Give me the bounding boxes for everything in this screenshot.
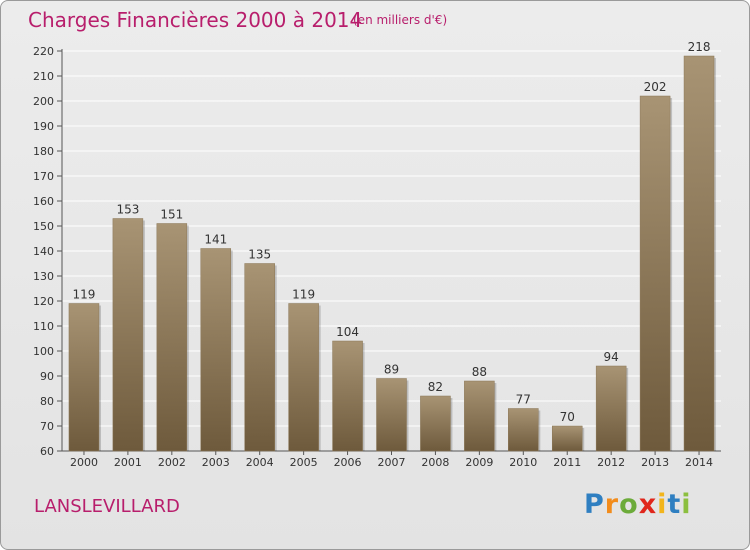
bar-2011 bbox=[551, 425, 583, 452]
commune-name: LANSLEVILLARD bbox=[34, 496, 180, 517]
y-tick-label: 110 bbox=[33, 320, 54, 333]
bar-2000 bbox=[68, 303, 100, 452]
chart-subtitle: (en milliers d'€) bbox=[353, 13, 448, 27]
x-tick-label: 2009 bbox=[465, 456, 493, 469]
proxiti-logo[interactable]: Proxiti bbox=[584, 489, 692, 520]
y-tick-label: 200 bbox=[33, 95, 54, 108]
bars bbox=[68, 55, 717, 452]
data-label: 104 bbox=[336, 325, 359, 339]
x-tick-label: 2003 bbox=[202, 456, 230, 469]
bar-2009 bbox=[464, 380, 495, 452]
x-tick-label: 2012 bbox=[597, 456, 625, 469]
data-label: 70 bbox=[560, 410, 575, 424]
bar-2013 bbox=[639, 95, 671, 452]
y-tick-label: 160 bbox=[33, 195, 54, 208]
data-label: 94 bbox=[604, 350, 619, 364]
bar-2008 bbox=[420, 395, 451, 452]
x-tick-label: 2007 bbox=[378, 456, 406, 469]
y-tick-label: 60 bbox=[40, 445, 54, 458]
y-tick-label: 220 bbox=[33, 45, 54, 58]
x-tick-label: 2008 bbox=[421, 456, 449, 469]
data-label: 218 bbox=[688, 40, 711, 54]
bar-2010 bbox=[508, 408, 539, 452]
bar-2012 bbox=[595, 365, 627, 452]
x-tick-label: 2001 bbox=[114, 456, 142, 469]
y-tick-label: 100 bbox=[33, 345, 54, 358]
y-tick-label: 80 bbox=[40, 395, 54, 408]
x-tick-label: 2000 bbox=[70, 456, 98, 469]
x-tick-label: 2014 bbox=[685, 456, 713, 469]
x-tick-label: 2004 bbox=[246, 456, 274, 469]
data-label: 82 bbox=[428, 380, 443, 394]
data-label: 153 bbox=[116, 203, 139, 217]
data-label: 141 bbox=[204, 233, 227, 247]
y-tick-label: 190 bbox=[33, 120, 54, 133]
data-label: 151 bbox=[160, 208, 183, 222]
data-label: 119 bbox=[73, 288, 96, 302]
data-label: 119 bbox=[292, 288, 315, 302]
y-tick-label: 120 bbox=[33, 295, 54, 308]
y-tick-label: 210 bbox=[33, 70, 54, 83]
bar-2007 bbox=[376, 378, 407, 452]
y-tick-label: 70 bbox=[40, 420, 54, 433]
x-tick-label: 2006 bbox=[334, 456, 362, 469]
bar-2005 bbox=[288, 303, 319, 452]
y-tick-label: 140 bbox=[33, 245, 54, 258]
data-label: 89 bbox=[384, 363, 399, 377]
bar-2014 bbox=[683, 55, 715, 452]
y-tick-label: 150 bbox=[33, 220, 54, 233]
y-tick-label: 170 bbox=[33, 170, 54, 183]
x-tick-label: 2010 bbox=[509, 456, 537, 469]
x-tick-label: 2013 bbox=[641, 456, 669, 469]
bar-2004 bbox=[244, 263, 275, 452]
chart-title: Charges Financières 2000 à 2014 bbox=[28, 8, 363, 32]
data-label: 135 bbox=[248, 248, 271, 262]
data-labels: 119 153 151 141 135 119 104 89 82 88 77 70 94 202 218 bbox=[73, 40, 711, 424]
x-tick-label: 2002 bbox=[158, 456, 186, 469]
x-tick-label: 2005 bbox=[290, 456, 318, 469]
bar-2003 bbox=[200, 248, 232, 452]
bar-2001 bbox=[112, 218, 144, 452]
x-tick-label: 2011 bbox=[553, 456, 581, 469]
y-tick-label: 180 bbox=[33, 145, 54, 158]
data-label: 88 bbox=[472, 365, 487, 379]
data-label: 202 bbox=[644, 80, 667, 94]
y-tick-label: 130 bbox=[33, 270, 54, 283]
data-label: 77 bbox=[516, 393, 531, 407]
bar-2002 bbox=[156, 223, 188, 452]
y-tick-label: 90 bbox=[40, 370, 54, 383]
bar-2006 bbox=[332, 340, 363, 452]
